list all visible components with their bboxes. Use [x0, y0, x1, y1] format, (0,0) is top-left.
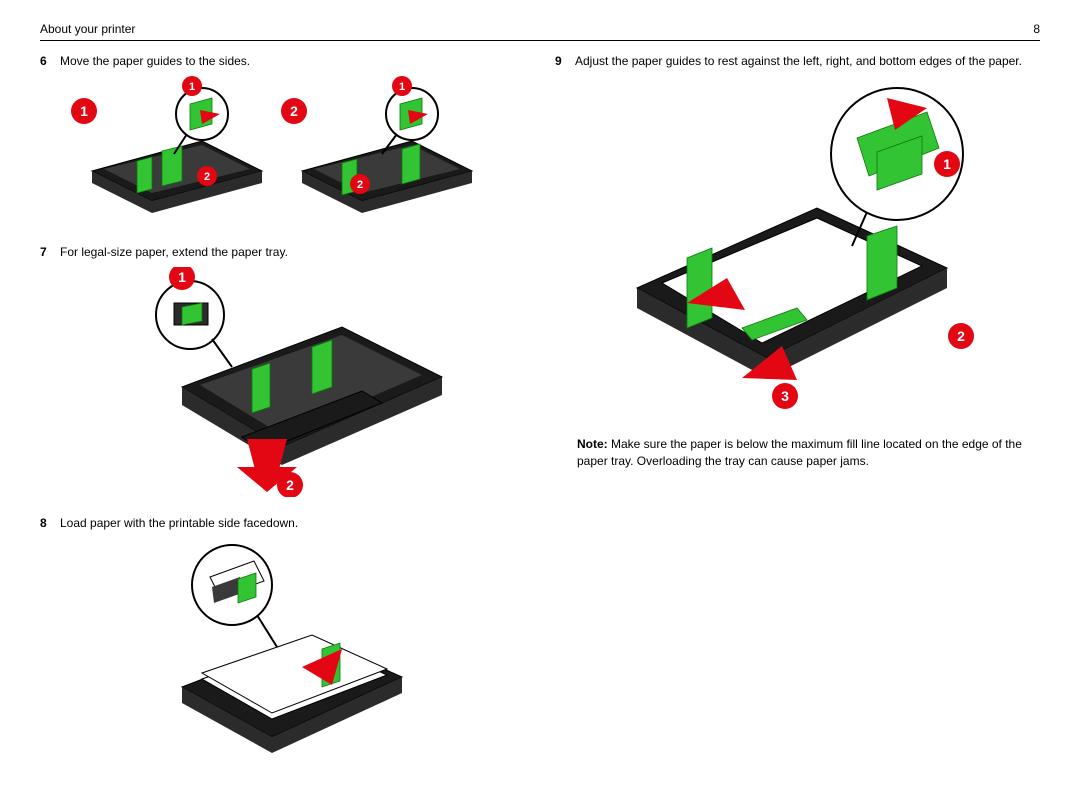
badge-2c: 2 [357, 179, 363, 191]
badge-2e: 2 [957, 328, 965, 344]
badge-3e: 3 [781, 388, 789, 404]
figure-step7: 1 2 [62, 267, 525, 497]
badge-2: 2 [290, 103, 298, 119]
figure-step6: 1 1 2 2 1 2 [62, 76, 525, 226]
step9-illustration: 1 2 3 [577, 78, 1037, 418]
figure-step9: 1 2 3 [577, 78, 1040, 418]
section-title: About your printer [40, 22, 135, 36]
step-9: 9 Adjust the paper guides to rest agains… [555, 53, 1040, 70]
note-label: Note: [577, 437, 608, 451]
step-text: For legal-size paper, extend the paper t… [60, 244, 288, 261]
badge-2b: 2 [204, 171, 210, 183]
left-column: 6 Move the paper guides to the sides. [40, 53, 525, 805]
figure-step8 [62, 537, 525, 787]
badge-1b: 1 [189, 81, 195, 93]
step-number: 8 [40, 515, 52, 532]
step8-illustration [62, 537, 482, 787]
step-text: Adjust the paper guides to rest against … [575, 53, 1022, 70]
step-7: 7 For legal-size paper, extend the paper… [40, 244, 525, 261]
badge-2d: 2 [286, 477, 294, 493]
step-number: 6 [40, 53, 52, 70]
badge-1e: 1 [943, 156, 951, 172]
step-number: 9 [555, 53, 567, 70]
badge-1c: 1 [399, 81, 405, 93]
right-column: 9 Adjust the paper guides to rest agains… [555, 53, 1040, 805]
step-text: Move the paper guides to the sides. [60, 53, 250, 70]
page-header: About your printer 8 [40, 22, 1040, 41]
step6-illustration: 1 1 2 2 1 2 [62, 76, 482, 226]
page-number: 8 [1033, 22, 1040, 36]
step-8: 8 Load paper with the printable side fac… [40, 515, 525, 532]
step-number: 7 [40, 244, 52, 261]
step7-illustration: 1 2 [62, 267, 482, 497]
note: Note: Make sure the paper is below the m… [577, 436, 1040, 471]
step-6: 6 Move the paper guides to the sides. [40, 53, 525, 70]
step-text: Load paper with the printable side faced… [60, 515, 298, 532]
badge-1d: 1 [178, 269, 186, 285]
badge-1: 1 [80, 103, 88, 119]
content-columns: 6 Move the paper guides to the sides. [40, 53, 1040, 805]
note-text: Make sure the paper is below the maximum… [577, 437, 1022, 468]
